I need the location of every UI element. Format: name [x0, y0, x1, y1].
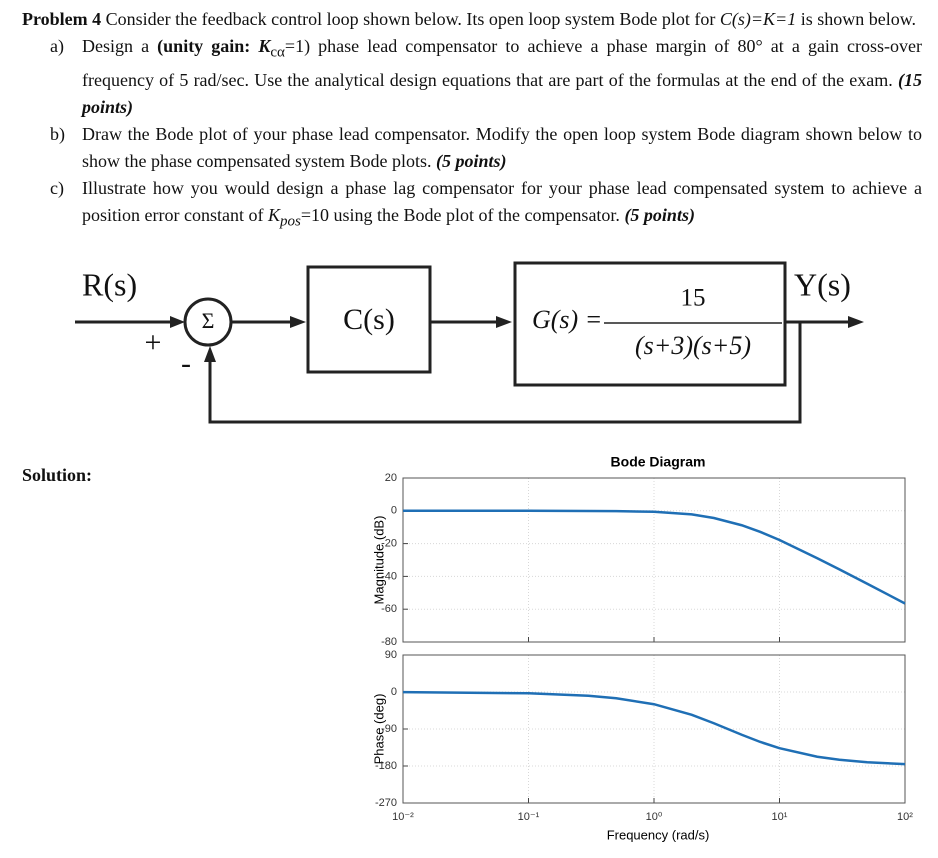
text: (unity gain: — [157, 36, 259, 56]
plant-numerator: 15 — [681, 285, 706, 312]
y-tick-label: -180 — [375, 760, 397, 772]
item: a) Design a (unity gain: Kcα=1) phase le… — [50, 33, 922, 121]
output-label: Y(s) — [794, 266, 851, 302]
item: b) Draw the Bode plot of your phase lead… — [50, 121, 922, 175]
arrow — [170, 316, 185, 328]
item-text: Design a (unity gain: Kcα=1) phase lead … — [82, 33, 922, 121]
solution-label: Solution: — [22, 465, 93, 485]
y-tick-label: -80 — [381, 636, 397, 648]
x-tick-label: 10⁻² — [392, 811, 414, 823]
item-marker: b) — [50, 123, 65, 144]
plant-block — [513, 261, 787, 387]
points: (5 points) — [435, 150, 507, 171]
subscript: cα — [270, 44, 285, 61]
block-diagram — [75, 261, 864, 424]
text: =10 using the Bode plot of the compensat… — [300, 204, 625, 225]
item-marker: a) — [50, 36, 64, 56]
item: c) Illustrate how you would design a pha… — [50, 175, 922, 236]
axes-frame — [402, 477, 906, 643]
axes-frame — [402, 654, 906, 804]
subscript: pos — [279, 213, 301, 230]
sum-symbol: Σ — [202, 308, 215, 333]
expression: C(s)=K=1 — [719, 9, 797, 29]
points: (15 points) — [82, 69, 922, 117]
plant-lhs: G(s) = — [532, 305, 602, 334]
bode-plot: Bode Diagram Magnitude (dB) Phase (deg) … — [371, 454, 913, 843]
symbol: K — [267, 204, 280, 225]
plus-sign: + — [145, 326, 162, 359]
text: Design a — [82, 36, 158, 56]
chart-title: Bode Diagram — [611, 454, 706, 470]
text: Illustrate how you would design a phase … — [82, 177, 922, 225]
y-tick-label: 20 — [385, 472, 397, 484]
minus-sign: - — [181, 347, 191, 380]
controller-block — [306, 265, 432, 374]
x-tick-label: 10² — [897, 811, 913, 823]
problem-statement: Problem 4 Consider the feedback control … — [22, 6, 922, 33]
y-tick-label: -60 — [381, 603, 397, 615]
text: Consider the feedback control loop shown… — [101, 9, 720, 29]
arrow — [496, 316, 512, 328]
item-marker: c) — [50, 177, 64, 198]
text: phase lead compensator to achieve a phas… — [82, 36, 922, 90]
feedback-wire — [208, 322, 802, 424]
input-label: R(s) — [82, 266, 137, 302]
arrow — [848, 316, 864, 328]
arrow — [290, 316, 306, 328]
y-tick-label: 0 — [391, 505, 397, 517]
text: =1) — [284, 36, 311, 56]
x-tick-label: 10⁰ — [646, 811, 663, 823]
y-tick-label: -20 — [381, 538, 397, 550]
x-tick-label: 10¹ — [772, 811, 788, 823]
y-tick-label: -270 — [375, 797, 397, 809]
y-axis-label: Magnitude (dB) — [371, 516, 386, 605]
y-axis-label: Phase (deg) — [371, 694, 386, 765]
data-line — [402, 690, 906, 766]
y-tick-label: -90 — [381, 723, 397, 735]
problem-text: Problem 4 Consider the feedback control … — [22, 6, 922, 235]
text: is shown below. — [796, 9, 917, 29]
text: Draw the Bode plot of your phase lead co… — [82, 123, 922, 171]
problem-label: Problem 4 — [22, 9, 102, 29]
arrow — [204, 346, 216, 362]
plant-denominator: (s+3)(s+5) — [635, 331, 751, 360]
y-tick-label: 90 — [385, 649, 397, 661]
x-axis-label: Frequency (rad/s) — [607, 827, 710, 842]
item-text: Draw the Bode plot of your phase lead co… — [82, 121, 922, 175]
item-text: Illustrate how you would design a phase … — [82, 175, 922, 236]
symbol: K — [258, 36, 271, 56]
y-tick-label: 0 — [391, 686, 397, 698]
data-line — [403, 509, 906, 605]
y-tick-label: -40 — [381, 570, 397, 582]
points: (5 points) — [624, 204, 695, 225]
x-tick-label: 10⁻¹ — [518, 811, 540, 823]
controller-label: C(s) — [343, 303, 395, 336]
